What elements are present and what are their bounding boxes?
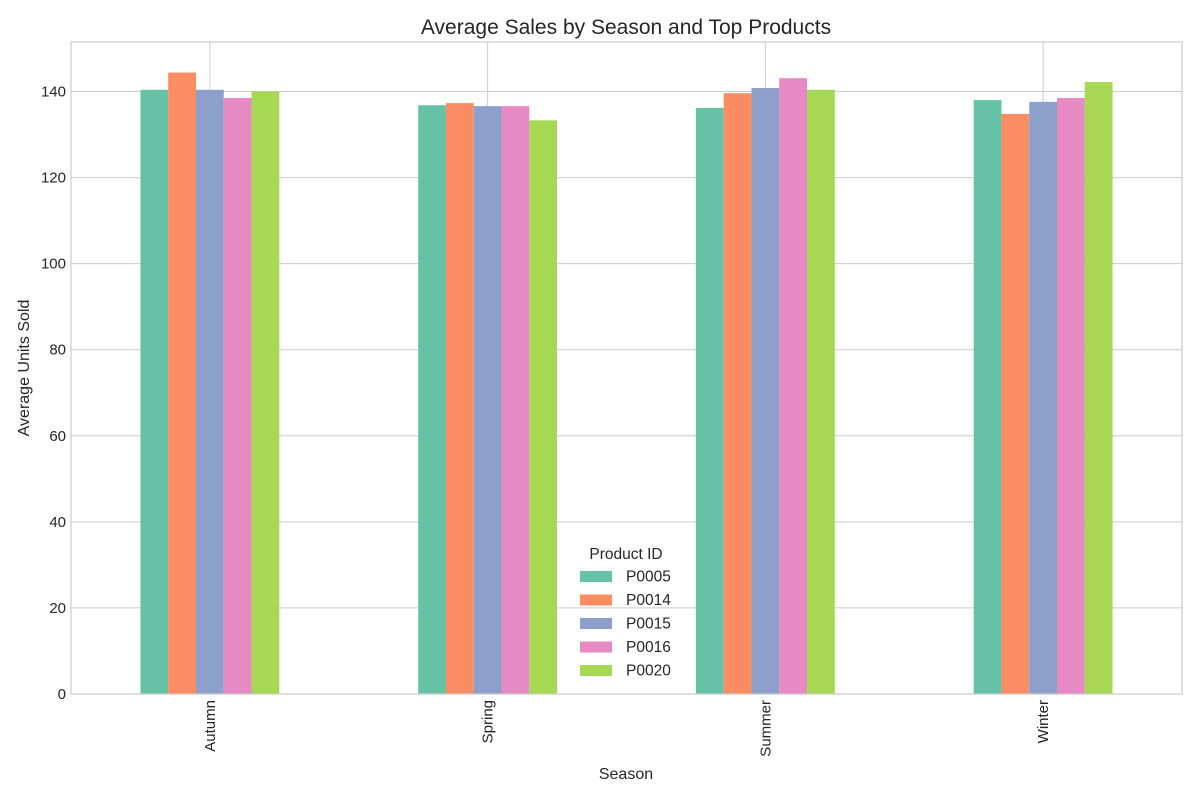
bar-P0005-autumn [140,89,169,695]
bar-P0015-summer [751,88,780,695]
bar-P0014-autumn [168,72,196,694]
x-axis-label: Season [599,766,653,783]
bar-P0016-winter [1057,97,1085,694]
bar-P0020-winter [1084,82,1113,695]
legend-entry-label: P0016 [626,639,671,656]
y-tick-label: 120 [41,170,66,187]
x-axis: Autumn Spring Summer Winter [202,700,1052,757]
legend-entry-label: P0005 [626,569,671,586]
bar-P0015-autumn [195,89,224,695]
bar-P0005-summer [695,107,724,695]
bar-P0020-spring [529,120,558,695]
bar-P0015-spring [473,106,502,695]
bar-P0015-winter [1029,101,1058,695]
legend-swatch [580,618,612,629]
legend-entry-label: P0020 [626,663,671,680]
bar-P0020-autumn [251,91,280,694]
legend-title: Product ID [589,546,662,563]
legend-swatch [580,665,612,676]
legend-swatch [580,594,612,606]
y-axis-label: Average Units Sold [16,300,33,437]
y-tick-label: 100 [41,256,66,273]
bar-P0016-spring [501,106,530,695]
y-tick-label: 140 [41,83,66,100]
bars-layer [140,72,1113,695]
y-tick-label: 80 [49,342,66,359]
bar-P0016-autumn [223,97,252,694]
y-tick-label: 20 [49,600,66,617]
bar-P0016-summer [779,78,808,694]
plot-frame [70,41,1183,695]
x-tick-label: Summer [757,700,774,757]
y-tick-label: 40 [49,514,66,531]
bar-P0005-spring [418,105,446,694]
legend-swatch [580,571,612,582]
bar-P0014-summer [723,93,752,695]
bar-P0014-spring [445,103,474,694]
chart-title: Average Sales by Season and Top Products [421,16,831,39]
x-tick-label: Autumn [202,700,219,752]
bar-P0014-winter [1001,113,1030,695]
bar-P0020-summer [807,89,835,695]
legend-entry-label: P0015 [626,616,671,633]
y-axis: 0 20 40 60 80 100 120 140 [41,83,66,703]
x-tick-label: Winter [1035,700,1052,743]
bar-P0005-winter [973,100,1002,695]
x-tick-label: Spring [480,700,497,743]
y-tick-label: 60 [49,428,66,445]
legend-entry-label: P0014 [626,592,671,609]
legend-swatch [580,641,612,653]
legend: Product ID P0005 P0014 P0015 P0016 P0020 [580,546,671,680]
y-tick-label: 0 [58,686,66,703]
